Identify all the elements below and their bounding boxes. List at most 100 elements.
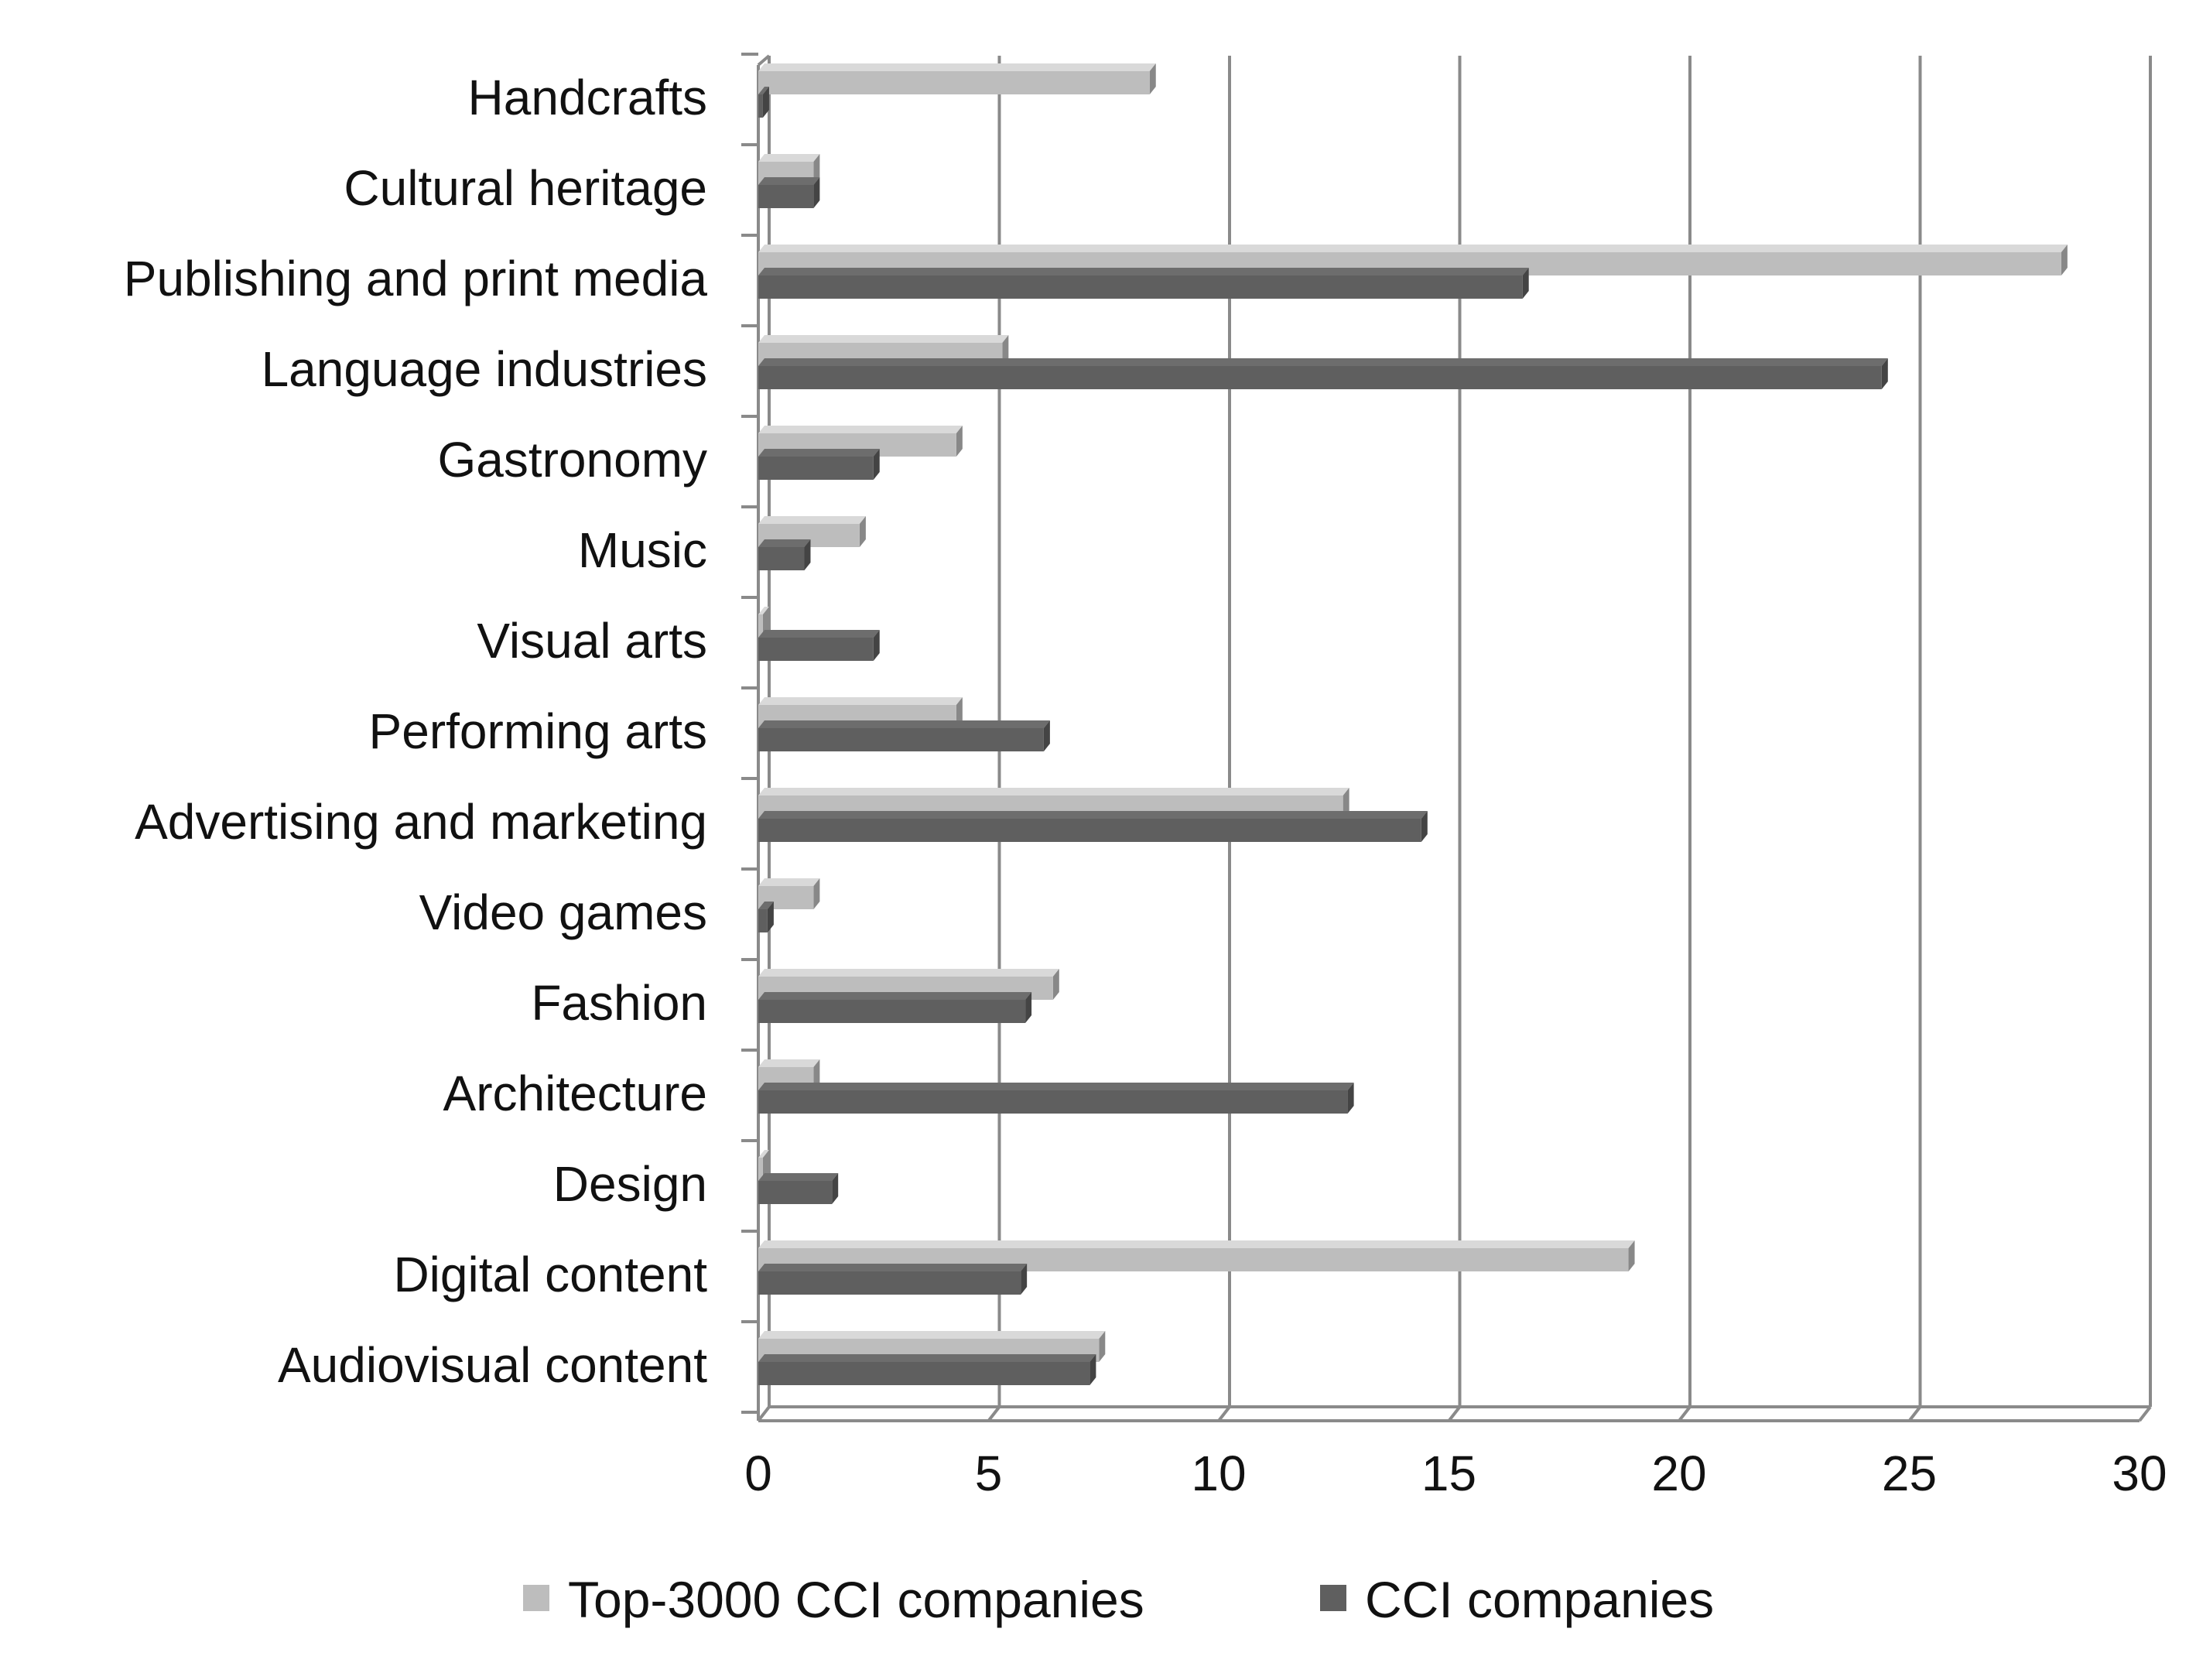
bar-front-face (758, 457, 874, 480)
floor-tick (1907, 1405, 1922, 1422)
bar-top-face (758, 335, 1009, 343)
category-label: Architecture (443, 1066, 707, 1121)
floor-tick (987, 1405, 1001, 1422)
category-label: Gastronomy (437, 432, 707, 488)
bar-front-face (758, 614, 763, 638)
bar-top3000-0 (758, 63, 1156, 94)
wall-top-edge (757, 54, 771, 67)
bar-top-face (758, 1150, 769, 1158)
bar-cci-12 (758, 1173, 839, 1204)
category-label: Design (553, 1156, 707, 1212)
bar-front-face (758, 909, 768, 932)
category-label: Audiovisual content (278, 1337, 707, 1393)
bar-end-face (1043, 720, 1050, 751)
category-label: Language industries (262, 341, 707, 397)
bar-cci-1 (758, 177, 820, 208)
bar-end-face (1628, 1240, 1635, 1271)
x-tick-label: 10 (1191, 1446, 1246, 1501)
bar-top-face (758, 902, 774, 909)
bar-cci-7 (758, 720, 1050, 751)
bar-end-face (859, 516, 866, 547)
bar-top-face (758, 516, 866, 524)
legend-item-cci: CCI companies (1320, 1571, 1714, 1628)
category-label: Fashion (531, 975, 707, 1031)
bar-front-face (758, 728, 1044, 751)
bar-top-face (758, 1173, 839, 1181)
floor-tick (2138, 1405, 2152, 1422)
category-label: Cultural heritage (344, 160, 707, 216)
category-labels: Handcrafts Cultural heritage Publishing an… (124, 70, 708, 1393)
bar-front-face (758, 819, 1421, 842)
floor-tick (757, 1405, 771, 1422)
bar-front-face (758, 1362, 1090, 1385)
bar-top-face (758, 1059, 820, 1067)
bar-cci-9 (758, 902, 774, 932)
bar-end-face (956, 426, 963, 457)
category-label: Handcrafts (468, 70, 707, 125)
floor-tick (1447, 1405, 1462, 1422)
legend: Top-3000 CCI companies CCI companies (523, 1571, 1714, 1628)
bar-top-face (758, 268, 1529, 275)
bar-top-face (758, 969, 1059, 977)
bar-top-face (758, 1264, 1028, 1271)
x-tick-label: 25 (1882, 1446, 1937, 1501)
bar-cci-5 (758, 539, 811, 570)
legend-swatch (523, 1585, 549, 1611)
bar-front-face (758, 1000, 1026, 1023)
bar-front-face (758, 1181, 833, 1204)
bar-front-face (758, 185, 814, 208)
bar-end-face (1021, 1264, 1028, 1295)
bar-front-face (758, 1090, 1348, 1114)
x-tick-label: 0 (744, 1446, 772, 1501)
bar-cci-13 (758, 1264, 1028, 1295)
bar-end-face (873, 449, 880, 480)
bar-end-face (762, 87, 769, 118)
bar-top-face (758, 87, 769, 94)
bar-top-face (758, 878, 820, 886)
bar-top-face (758, 788, 1349, 796)
bar-top-face (758, 449, 880, 457)
category-label: Video games (419, 884, 707, 940)
bar-cci-6 (758, 630, 880, 661)
bar-front-face (758, 71, 1150, 94)
bar-end-face (1099, 1331, 1106, 1362)
bar-end-face (804, 539, 811, 570)
bar-cci-4 (758, 449, 880, 480)
bar-end-face (1025, 992, 1032, 1023)
bar-top-face (758, 607, 769, 614)
bar-top-face (758, 1331, 1106, 1339)
bar-front-face (758, 275, 1523, 299)
bar-cci-0 (758, 87, 769, 118)
bar-end-face (2061, 245, 2068, 275)
bar-top-face (758, 177, 820, 185)
bar-end-face (813, 177, 820, 208)
bar-top-face (758, 154, 820, 162)
bar-top-face (758, 992, 1032, 1000)
bar-cci-2 (758, 268, 1529, 299)
bar-front-face (758, 638, 874, 661)
bar-top-face (758, 63, 1156, 71)
x-tick-labels: 0 5 10 15 20 25 30 (744, 1446, 2167, 1501)
bar-top-face (758, 1083, 1354, 1090)
bar-end-face (1052, 969, 1059, 1000)
bar-cci-3 (758, 358, 1888, 389)
category-label: Music (578, 522, 707, 578)
bar-end-face (1522, 268, 1529, 299)
bar-top-face (758, 245, 2068, 252)
bar-front-face (758, 1158, 763, 1181)
bar-top-face (758, 358, 1888, 366)
category-label: Digital content (393, 1247, 707, 1302)
legend-swatch (1320, 1585, 1346, 1611)
bar-front-face (758, 94, 763, 118)
x-tick-label: 30 (2112, 1446, 2167, 1501)
bar-end-face (1421, 811, 1428, 842)
bar-end-face (832, 1173, 839, 1204)
bar-front-face (758, 1271, 1021, 1295)
bar-end-face (1149, 63, 1156, 94)
bar-top-face (758, 539, 811, 547)
x-tick-label: 15 (1421, 1446, 1476, 1501)
bar-end-face (813, 878, 820, 909)
bar-end-face (873, 630, 880, 661)
bar-front-face (758, 547, 805, 570)
